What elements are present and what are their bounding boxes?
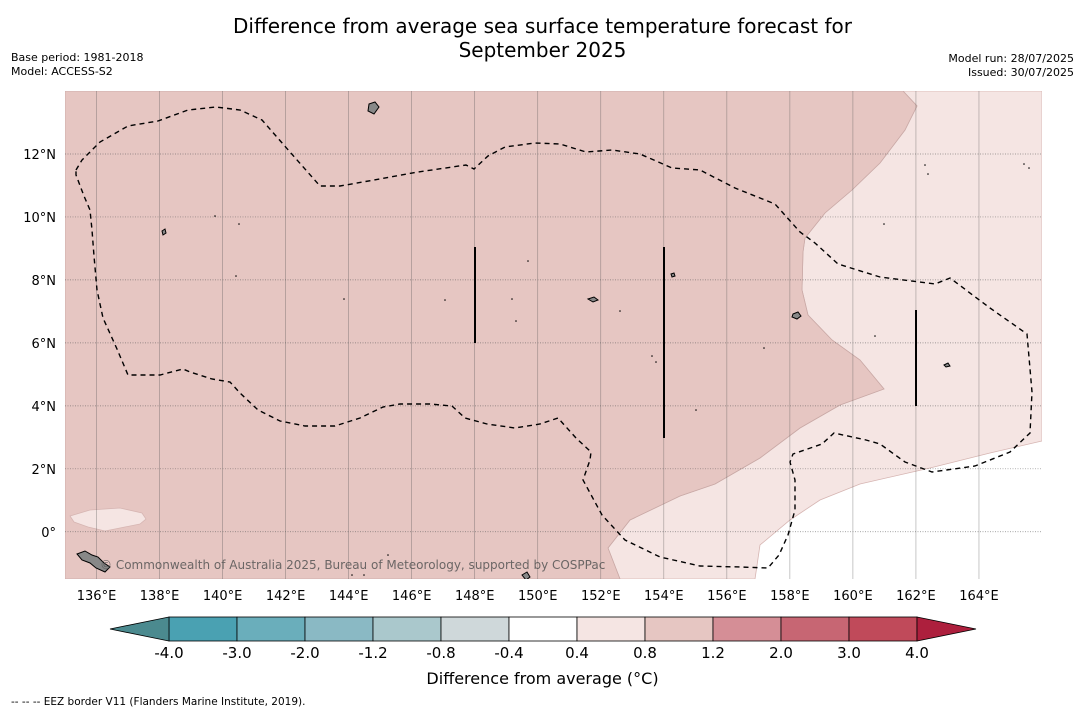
model-run-text: Model run: 28/07/2025 — [948, 52, 1074, 65]
atolls — [214, 163, 1030, 576]
island-small-south — [521, 571, 531, 579]
longitude-label: 156°E — [707, 589, 747, 604]
colorbar-box — [440, 616, 510, 642]
longitude-label: 150°E — [518, 589, 558, 604]
colorbar-boxes — [168, 616, 918, 642]
island-palau — [670, 272, 676, 278]
longitude-label: 158°E — [770, 589, 810, 604]
meta-left: Base period: 1981-2018 Model: ACCESS-S2 — [11, 51, 143, 79]
latitude-label: 10°N — [23, 211, 56, 226]
colorbar-tick-label: 1.2 — [701, 644, 725, 662]
graticule — [65, 91, 1042, 579]
longitude-label: 160°E — [833, 589, 873, 604]
island-guam-area — [367, 101, 380, 115]
colorbar-box — [644, 616, 714, 642]
colorbar-tick-label: 0.4 — [565, 644, 589, 662]
latitude-label: 2°N — [32, 463, 57, 478]
colorbar-tick-label: -0.4 — [494, 644, 523, 662]
colorbar-tick-label: -0.8 — [426, 644, 455, 662]
longitude-label: 140°E — [203, 589, 243, 604]
latitude-label: 0° — [41, 526, 56, 541]
longitude-label: 138°E — [140, 589, 180, 604]
colorbar-box — [848, 616, 918, 642]
colorbar-tick-label: -1.2 — [358, 644, 387, 662]
colorbar-tick-label: -4.0 — [154, 644, 183, 662]
colorbar-tick-label: -2.0 — [290, 644, 319, 662]
longitude-label: 148°E — [455, 589, 495, 604]
colorbar-tick-label: 2.0 — [769, 644, 793, 662]
island-yap — [161, 228, 167, 236]
colorbar-tick-label: -3.0 — [222, 644, 251, 662]
latitude-label: 12°N — [23, 148, 56, 163]
longitude-label: 154°E — [644, 589, 684, 604]
map-title: Difference from average sea surface temp… — [0, 14, 1085, 62]
meta-right: Model run: 28/07/2025 Issued: 30/07/2025 — [948, 52, 1074, 80]
islands — [76, 101, 951, 579]
model-text: Model: ACCESS-S2 — [11, 65, 113, 78]
colorbar-tick-label: 4.0 — [905, 644, 929, 662]
colorbar-label: Difference from average (°C) — [426, 669, 659, 688]
title-line-1: Difference from average sea surface temp… — [232, 14, 852, 38]
colorbar-low-extend — [109, 616, 170, 642]
title-line-2: September 2025 — [458, 38, 627, 62]
colorbar-tick-label: 0.8 — [633, 644, 657, 662]
latitude-label: 4°N — [32, 400, 57, 415]
longitude-label: 146°E — [392, 589, 432, 604]
island-kosrae — [943, 362, 951, 368]
longitude-label: 144°E — [329, 589, 369, 604]
colorbar-box — [236, 616, 306, 642]
issued-text: Issued: 30/07/2025 — [967, 66, 1074, 79]
island-chuuk — [586, 296, 600, 303]
map-area — [65, 91, 1042, 579]
longitude-labels: 136°E 138°E 140°E 142°E 144°E 146°E 148°E 150°E… — [77, 589, 999, 604]
eez-border — [75, 106, 1033, 569]
longitude-label: 162°E — [896, 589, 936, 604]
colorbar-box — [168, 616, 238, 642]
colorbar-box — [372, 616, 442, 642]
copyright-watermark: © Commonwealth of Australia 2025, Bureau… — [100, 558, 605, 572]
anomaly-region-0-8-to-1-2 — [65, 91, 918, 579]
colorbar-box — [780, 616, 850, 642]
island-new-guinea-edge — [76, 550, 111, 573]
latitude-label: 6°N — [32, 337, 57, 352]
colorbar-tick-labels: -4.0 -3.0 -2.0 -1.2 -0.8 -0.4 0.4 0.8 1.2 2.0 3.0 4… — [154, 644, 929, 662]
latitude-labels: 12°N 10°N 8°N 6°N 4°N 2°N 0° — [23, 148, 56, 541]
longitude-label: 152°E — [581, 589, 621, 604]
colorbar-box — [304, 616, 374, 642]
colorbar-tick-label: 3.0 — [837, 644, 861, 662]
anomaly-patch-west — [69, 507, 147, 532]
base-period-text: Base period: 1981-2018 — [11, 51, 144, 64]
longitude-label: 136°E — [77, 589, 117, 604]
colorbar: -4.0 -3.0 -2.0 -1.2 -0.8 -0.4 0.4 0.8 1.2 2.0 3.0 4… — [109, 616, 977, 662]
longitude-label: 142°E — [266, 589, 306, 604]
colorbar-box — [508, 616, 578, 642]
latitude-label: 8°N — [32, 274, 57, 289]
colorbar-box — [712, 616, 782, 642]
footnote: -- -- -- EEZ border V11 (Flanders Marine… — [11, 696, 306, 708]
colorbar-high-extend — [916, 616, 977, 642]
longitude-label: 164°E — [959, 589, 999, 604]
colorbar-box — [576, 616, 646, 642]
island-pohnpei — [791, 311, 802, 320]
